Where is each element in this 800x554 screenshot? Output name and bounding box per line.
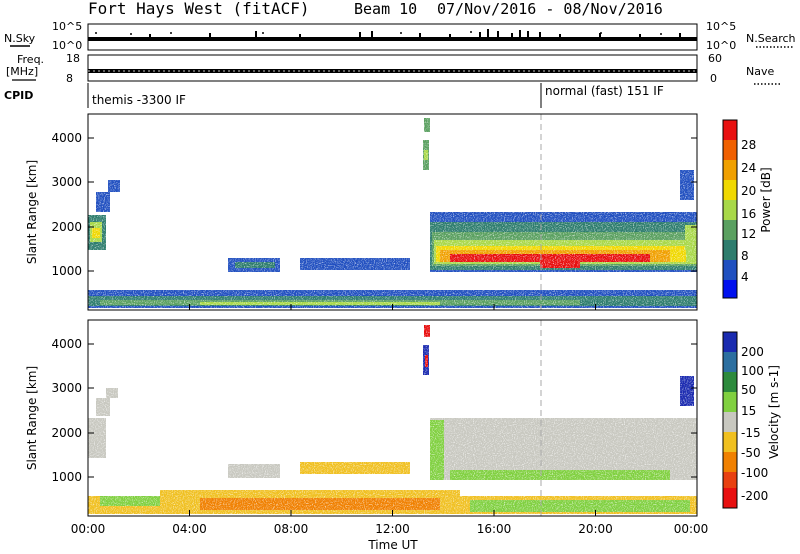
- nave-label: Nave: [746, 65, 774, 78]
- xtick-3: 12:00: [375, 522, 410, 536]
- xtick-5: 20:00: [578, 522, 613, 536]
- vel-cb-tick-15: 15: [741, 404, 756, 418]
- velocity-cb-label: Velocity [m s-1]: [767, 365, 781, 459]
- velocity-heatmap: [88, 325, 697, 514]
- velocity-ytick-2000: 2000: [51, 426, 82, 440]
- xtick-0: 00:00: [71, 522, 106, 536]
- vel-cb-tick-m50: -50: [741, 446, 761, 460]
- power-cb-tick-24: 24: [741, 161, 756, 175]
- velocity-x-ticks: [189, 510, 596, 516]
- power-cb-label: Power [dB]: [759, 167, 773, 232]
- date-range: 07/Nov/2016 - 08/Nov/2016: [437, 0, 663, 18]
- xtick-6: 00:00: [674, 522, 709, 536]
- freq-label-2: [MHz]: [6, 65, 38, 78]
- power-ytick-2000: 2000: [51, 220, 82, 234]
- power-cb-tick-16: 16: [741, 207, 756, 221]
- x-axis-label: Time UT: [367, 538, 418, 552]
- vel-cb-tick-50: 50: [741, 383, 756, 397]
- power-cb-tick-8: 8: [741, 249, 749, 263]
- xtick-2: 08:00: [274, 522, 309, 536]
- nsky-label: N.Sky: [4, 32, 36, 45]
- beam-label: Beam 10: [354, 0, 417, 18]
- velocity-ylabel: Slant Range [km]: [25, 366, 39, 470]
- power-ylabel: Slant Range [km]: [25, 160, 39, 264]
- nave-tick-bottom: 0: [710, 72, 717, 85]
- freq-tick-bottom: 8: [66, 72, 73, 85]
- velocity-colorbar: [722, 331, 738, 509]
- vel-cb-tick-m15: -15: [741, 426, 761, 440]
- vel-cb-tick-m100: -100: [741, 466, 768, 480]
- nsky-tick-bottom: 10^0: [52, 39, 82, 52]
- vel-cb-tick-m200: -200: [741, 489, 768, 503]
- power-y-ticks: [88, 137, 697, 272]
- velocity-y-ticks: [88, 343, 697, 478]
- xtick-1: 04:00: [172, 522, 207, 536]
- power-ytick-1000: 1000: [51, 264, 82, 278]
- vel-cb-tick-100: 100: [741, 364, 764, 378]
- power-ytick-3000: 3000: [51, 175, 82, 189]
- freq-tick-top: 18: [66, 52, 80, 65]
- nave-tick-top: 60: [708, 52, 722, 65]
- nsearch-tick-bottom: 10^0: [706, 39, 736, 52]
- power-x-ticks: [189, 304, 596, 310]
- power-cb-tick-12: 12: [741, 227, 756, 241]
- power-heatmap: [88, 118, 697, 308]
- vel-cb-tick-200: 200: [741, 345, 764, 359]
- velocity-ytick-1000: 1000: [51, 470, 82, 484]
- nsearch-tick-top: 10^5: [706, 20, 736, 33]
- nsearch-label: N.Search: [746, 32, 796, 45]
- freq-trace: [88, 69, 697, 73]
- power-ytick-4000: 4000: [51, 131, 82, 145]
- freq-panel: [87, 54, 698, 82]
- power-colorbar: [722, 119, 738, 299]
- nsky-trace: [88, 29, 697, 41]
- velocity-ytick-4000: 4000: [51, 337, 82, 351]
- power-cb-tick-28: 28: [741, 138, 756, 152]
- nsky-tick-top: 10^5: [52, 20, 82, 33]
- cpid-segment-2: normal (fast) 151 IF: [545, 84, 664, 98]
- xtick-4: 16:00: [477, 522, 512, 536]
- velocity-ytick-3000: 3000: [51, 381, 82, 395]
- cpid-segment-1: themis -3300 IF: [92, 93, 186, 107]
- power-cb-tick-20: 20: [741, 184, 756, 198]
- cpid-label: CPID: [4, 89, 33, 102]
- power-cb-tick-4: 4: [741, 270, 749, 284]
- plot-title: Fort Hays West (fitACF): [88, 0, 310, 18]
- freq-label-1: Freq.: [17, 53, 44, 66]
